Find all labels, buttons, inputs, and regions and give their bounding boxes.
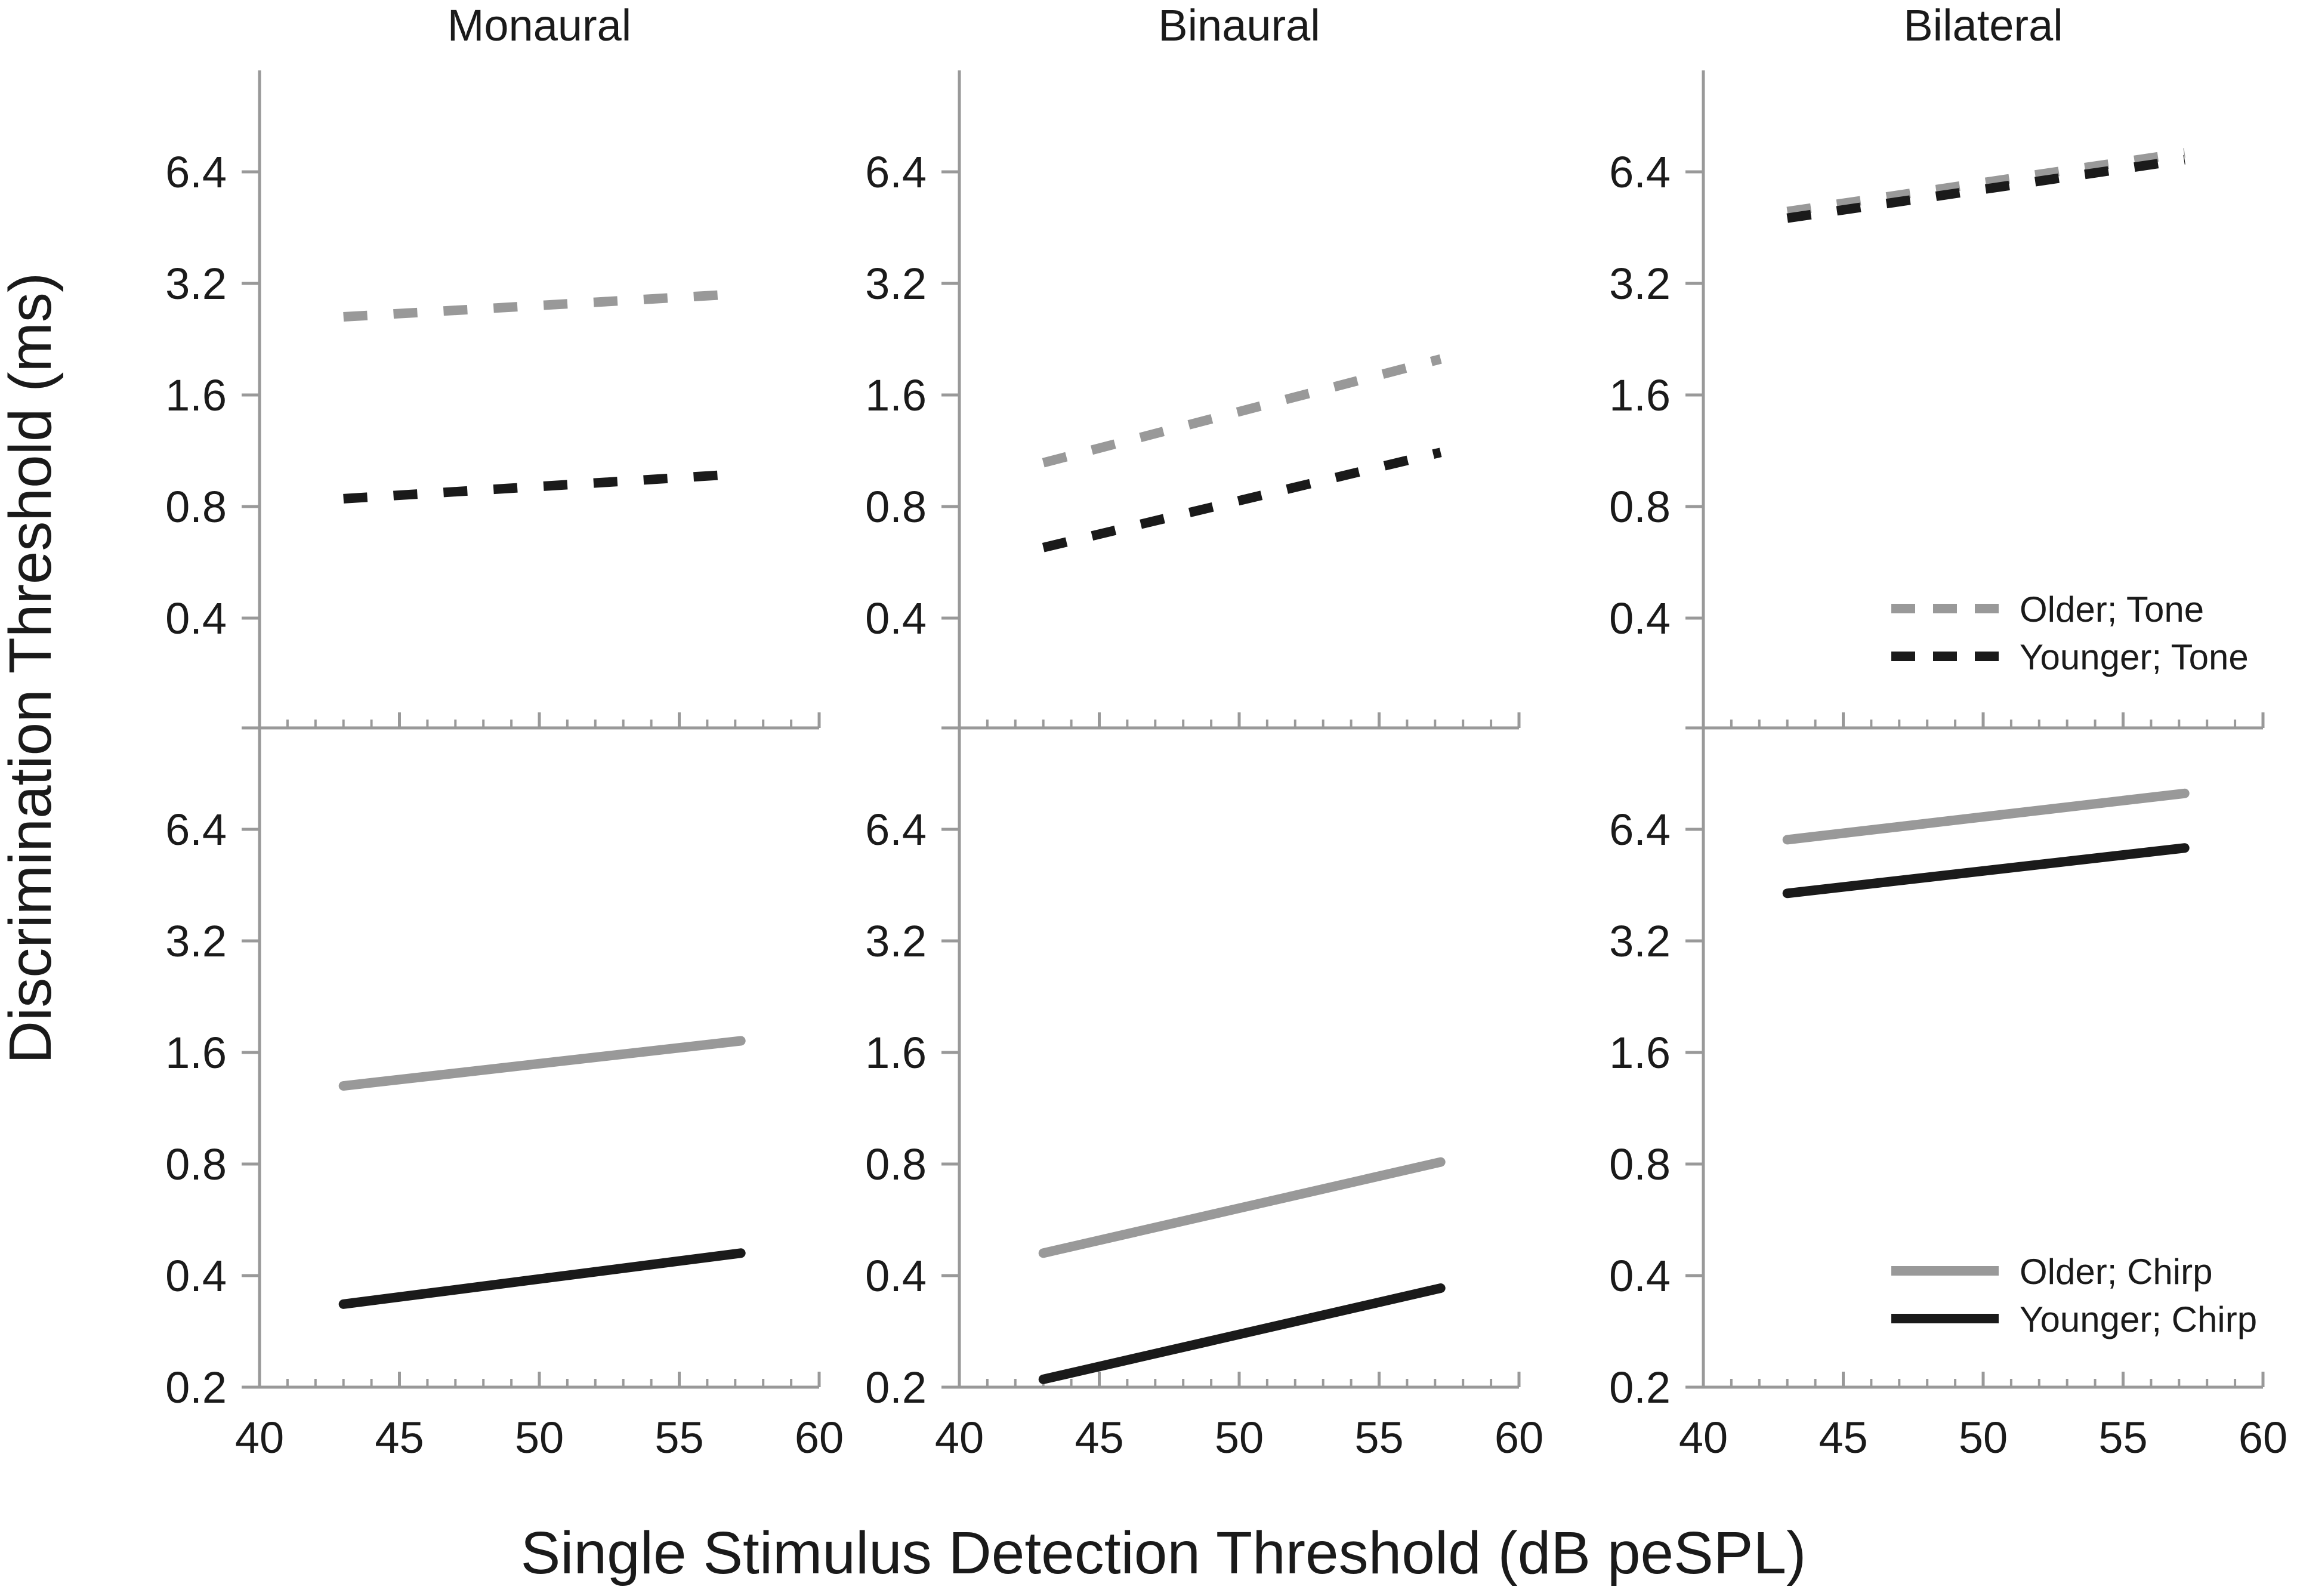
x-tick-label: 55 <box>2098 1413 2147 1462</box>
y-tick-label: 1.6 <box>865 1028 927 1078</box>
y-tick-label: 1.6 <box>165 1028 227 1078</box>
series-line-older-chirp <box>338 1036 746 1091</box>
x-tick-label: 45 <box>375 1413 424 1462</box>
legend-label: Younger; Tone <box>2020 637 2249 677</box>
x-tick-label: 60 <box>795 1413 844 1462</box>
x-tick-label: 60 <box>2239 1413 2287 1462</box>
y-tick-label: 3.2 <box>1609 259 1671 308</box>
series-line-older-chirp <box>1038 1157 1446 1258</box>
series-line-older-tone <box>343 289 742 322</box>
panel-title: Bilateral <box>1903 1 2063 50</box>
x-tick-label: 40 <box>935 1413 984 1462</box>
y-tick-label: 6.4 <box>1609 805 1671 854</box>
y-tick-label: 1.6 <box>1609 1028 1671 1078</box>
x-tick-label: 45 <box>1819 1413 1867 1462</box>
y-tick-label: 0.8 <box>865 482 927 532</box>
series-line-older-tone <box>1042 354 1442 468</box>
y-tick-label: 3.2 <box>165 916 227 966</box>
x-tick-label: 60 <box>1495 1413 1543 1462</box>
y-tick-label: 0.2 <box>165 1363 227 1412</box>
series-line-older-tone <box>1786 148 2185 217</box>
series-line-younger-chirp <box>1038 1283 1446 1384</box>
y-tick-label: 0.8 <box>165 482 227 532</box>
y-tick-label: 6.4 <box>865 805 927 854</box>
panel-bottom-bilateral: 0.2 0.4 0.8 1.6 3.2 6.4 40 45 50 55 60 Older; Chirp… <box>1609 728 2287 1462</box>
x-axis-label: Single Stimulus Detection Threshold (dB … <box>521 1520 1807 1586</box>
y-tick-label: 0.8 <box>865 1140 927 1189</box>
panel-title: Binaural <box>1158 1 1320 50</box>
y-tick-label: 3.2 <box>165 259 227 308</box>
legend-label: Younger; Chirp <box>2020 1299 2257 1339</box>
y-tick-label: 0.4 <box>1609 1251 1671 1301</box>
y-tick-label: 3.2 <box>865 916 927 966</box>
y-tick-label: 0.4 <box>165 1251 227 1301</box>
x-tick-label: 40 <box>235 1413 284 1462</box>
y-tick-label: 6.4 <box>165 805 227 854</box>
x-tick-label: 50 <box>1215 1413 1264 1462</box>
series-line-younger-chirp <box>1782 843 2190 899</box>
y-tick-label: 0.8 <box>1609 1140 1671 1189</box>
legend: Older; Chirp Younger; Chirp <box>1891 1252 2257 1339</box>
y-tick-label: 1.6 <box>1609 371 1671 420</box>
y-tick-label: 0.4 <box>1609 594 1671 643</box>
panel-top-monaural: Monaural 0.4 0.8 1.6 3.2 6.4 <box>165 1 821 730</box>
legend-label: Older; Tone <box>2020 589 2204 629</box>
panel-top-binaural: Binaural 0.4 0.8 1.6 3.2 6.4 <box>865 1 1521 730</box>
y-tick-label: 0.4 <box>165 594 227 643</box>
series-line-younger-tone <box>343 469 742 504</box>
x-tick-label: 45 <box>1075 1413 1123 1462</box>
y-axis-label: Discrimination Threshold (ms) <box>0 273 64 1064</box>
y-tick-label: 0.8 <box>165 1140 227 1189</box>
x-tick-label: 55 <box>1354 1413 1403 1462</box>
series-line-older-chirp <box>1782 788 2190 845</box>
y-tick-label: 3.2 <box>865 259 927 308</box>
x-tick-label: 55 <box>654 1413 703 1462</box>
y-tick-label: 0.8 <box>1609 482 1671 532</box>
y-tick-label: 6.4 <box>1609 147 1671 197</box>
y-tick-label: 0.2 <box>1609 1363 1671 1412</box>
legend: Older; Tone Younger; Tone <box>1891 589 2249 677</box>
x-tick-label: 40 <box>1679 1413 1728 1462</box>
panel-top-bilateral: Bilateral 0.4 0.8 1.6 3.2 6.4 Older; Tone Young… <box>1609 1 2265 730</box>
y-tick-label: 6.4 <box>165 147 227 197</box>
legend-label: Older; Chirp <box>2020 1252 2212 1292</box>
y-tick-label: 1.6 <box>865 371 927 420</box>
series-line-younger-tone <box>1042 447 1442 552</box>
panel-bottom-monaural: 0.2 0.4 0.8 1.6 3.2 6.4 40 45 50 55 60 <box>165 728 844 1462</box>
y-tick-label: 0.4 <box>865 1251 927 1301</box>
series-line-younger-tone <box>1786 155 2185 223</box>
panel-bottom-binaural: 0.2 0.4 0.8 1.6 3.2 6.4 40 45 50 55 60 <box>865 728 1543 1462</box>
x-tick-label: 50 <box>515 1413 564 1462</box>
y-tick-label: 0.2 <box>865 1363 927 1412</box>
y-tick-label: 1.6 <box>165 371 227 420</box>
y-tick-label: 6.4 <box>865 147 927 197</box>
series-line-younger-chirp <box>338 1248 746 1309</box>
panel-title: Monaural <box>447 1 632 50</box>
x-tick-label: 50 <box>1959 1413 2008 1462</box>
y-tick-label: 3.2 <box>1609 916 1671 966</box>
panels: Monaural 0.4 0.8 1.6 3.2 6.4 Binaural 0.4 0.8 1.6… <box>165 1 2287 1462</box>
y-tick-label: 0.4 <box>865 594 927 643</box>
